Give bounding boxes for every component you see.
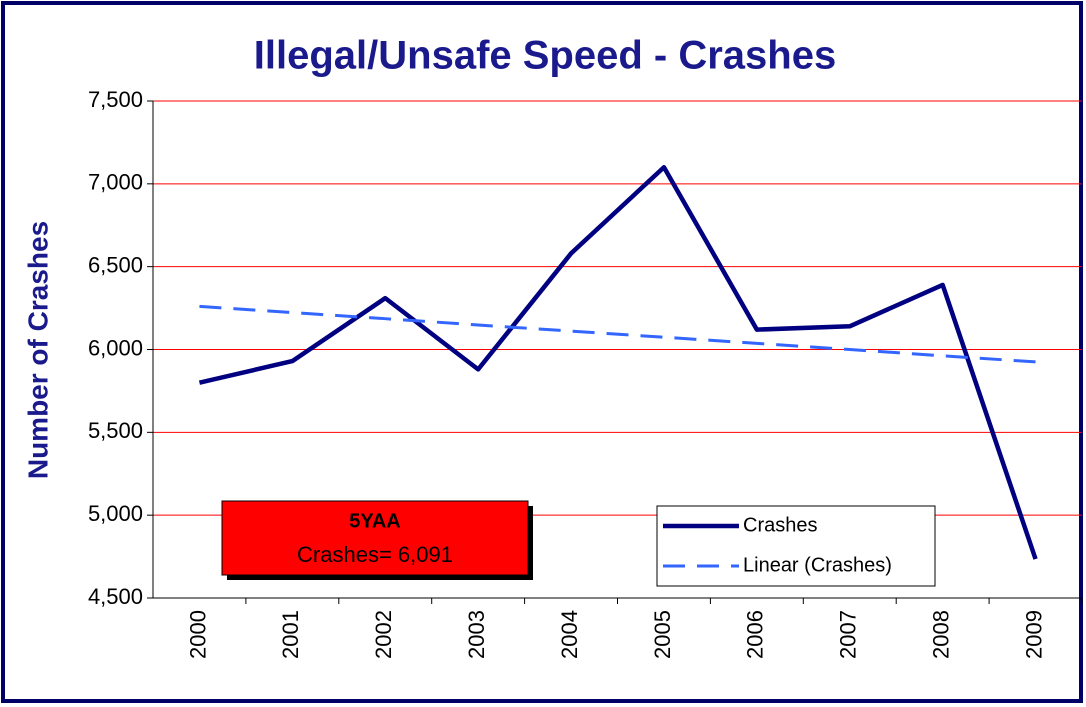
y-tick-label: 6,500 [88,252,143,277]
y-tick-label: 6,000 [88,335,143,360]
chart-title: Illegal/Unsafe Speed - Crashes [254,34,836,78]
x-tick-label: 2000 [185,610,210,659]
y-tick-label: 5,500 [88,418,143,443]
x-tick-label: 2002 [371,610,396,659]
x-tick-label: 2003 [464,610,489,659]
y-tick-label: 7,000 [88,170,143,195]
legend-label: Crashes [743,514,817,536]
annotation-text: Crashes= 6,091 [297,542,453,567]
x-tick-label: 2001 [278,610,303,659]
series-line [199,304,1036,364]
x-tick-label: 2006 [743,610,768,659]
series-line [198,165,1038,560]
x-tick-label: 2004 [557,610,582,659]
x-tick-label: 2005 [650,610,675,659]
legend-label: Linear (Crashes) [743,554,892,576]
y-tick-label: 5,000 [88,501,143,526]
y-axis-label: Number of Crashes [22,221,53,479]
annotation-box [221,500,529,576]
legend-box [656,505,936,587]
x-tick-label: 2008 [928,610,953,659]
annotation-title: 5YAA [349,510,401,532]
y-tick-label: 4,500 [88,584,143,609]
y-tick-label: 7,500 [88,87,143,112]
x-tick-label: 2007 [836,610,861,659]
x-tick-label: 2009 [1021,610,1046,659]
